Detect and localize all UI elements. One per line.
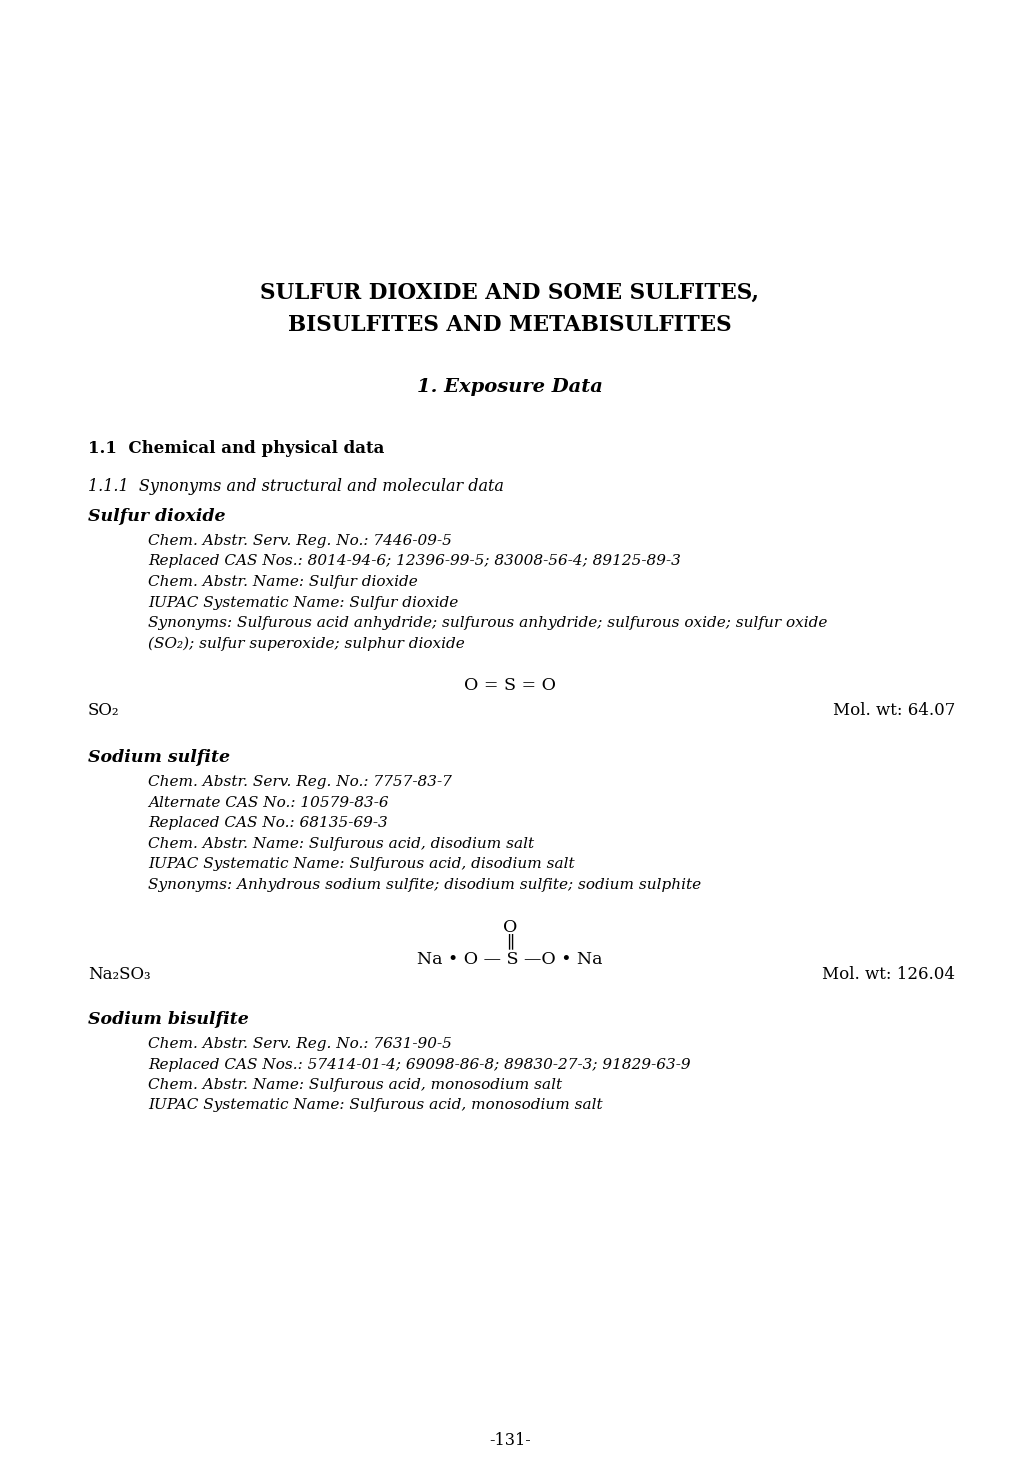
Text: BISULFITES AND METABISULFITES: BISULFITES AND METABISULFITES xyxy=(288,313,731,336)
Text: Sodium bisulfite: Sodium bisulfite xyxy=(88,1011,249,1029)
Text: Synonyms: Anhydrous sodium sulfite; disodium sulfite; sodium sulphite: Synonyms: Anhydrous sodium sulfite; diso… xyxy=(148,878,700,891)
Text: Chem. Abstr. Name: Sulfur dioxide: Chem. Abstr. Name: Sulfur dioxide xyxy=(148,575,418,590)
Text: Chem. Abstr. Name: Sulfurous acid, monosodium salt: Chem. Abstr. Name: Sulfurous acid, monos… xyxy=(148,1077,561,1092)
Text: Synonyms: Sulfurous acid anhydride; sulfurous anhydride; sulfurous oxide; sulfur: Synonyms: Sulfurous acid anhydride; sulf… xyxy=(148,616,826,630)
Text: SULFUR DIOXIDE AND SOME SULFITES,: SULFUR DIOXIDE AND SOME SULFITES, xyxy=(260,282,759,304)
Text: Chem. Abstr. Serv. Reg. No.: 7631-90-5: Chem. Abstr. Serv. Reg. No.: 7631-90-5 xyxy=(148,1038,451,1051)
Text: Chem. Abstr. Serv. Reg. No.: 7446-09-5: Chem. Abstr. Serv. Reg. No.: 7446-09-5 xyxy=(148,534,451,548)
Text: O: O xyxy=(502,919,517,936)
Text: IUPAC Systematic Name: Sulfurous acid, monosodium salt: IUPAC Systematic Name: Sulfurous acid, m… xyxy=(148,1098,602,1113)
Text: SO₂: SO₂ xyxy=(88,702,119,718)
Text: Sodium sulfite: Sodium sulfite xyxy=(88,749,229,766)
Text: (SO₂); sulfur superoxide; sulphur dioxide: (SO₂); sulfur superoxide; sulphur dioxid… xyxy=(148,637,465,650)
Text: Replaced CAS No.: 68135-69-3: Replaced CAS No.: 68135-69-3 xyxy=(148,816,387,831)
Text: O = S = O: O = S = O xyxy=(464,677,555,695)
Text: Sulfur dioxide: Sulfur dioxide xyxy=(88,508,225,525)
Text: Na₂SO₃: Na₂SO₃ xyxy=(88,965,151,983)
Text: IUPAC Systematic Name: Sulfurous acid, disodium salt: IUPAC Systematic Name: Sulfurous acid, d… xyxy=(148,857,574,871)
Text: ∥: ∥ xyxy=(505,934,514,952)
Text: IUPAC Systematic Name: Sulfur dioxide: IUPAC Systematic Name: Sulfur dioxide xyxy=(148,596,458,609)
Text: Chem. Abstr. Name: Sulfurous acid, disodium salt: Chem. Abstr. Name: Sulfurous acid, disod… xyxy=(148,837,534,851)
Text: 1.1  Chemical and physical data: 1.1 Chemical and physical data xyxy=(88,440,384,457)
Text: 1. Exposure Data: 1. Exposure Data xyxy=(417,378,602,396)
Text: -131-: -131- xyxy=(489,1432,530,1448)
Text: Chem. Abstr. Serv. Reg. No.: 7757-83-7: Chem. Abstr. Serv. Reg. No.: 7757-83-7 xyxy=(148,776,451,789)
Text: Replaced CAS Nos.: 8014-94-6; 12396-99-5; 83008-56-4; 89125-89-3: Replaced CAS Nos.: 8014-94-6; 12396-99-5… xyxy=(148,554,681,569)
Text: Na • O — S —O • Na: Na • O — S —O • Na xyxy=(417,950,602,968)
Text: Alternate CAS No.: 10579-83-6: Alternate CAS No.: 10579-83-6 xyxy=(148,795,388,810)
Text: Replaced CAS Nos.: 57414-01-4; 69098-86-8; 89830-27-3; 91829-63-9: Replaced CAS Nos.: 57414-01-4; 69098-86-… xyxy=(148,1057,690,1072)
Text: 1.1.1  Synonyms and structural and molecular data: 1.1.1 Synonyms and structural and molecu… xyxy=(88,477,503,495)
Text: Mol. wt: 64.07: Mol. wt: 64.07 xyxy=(832,702,954,718)
Text: Mol. wt: 126.04: Mol. wt: 126.04 xyxy=(821,965,954,983)
